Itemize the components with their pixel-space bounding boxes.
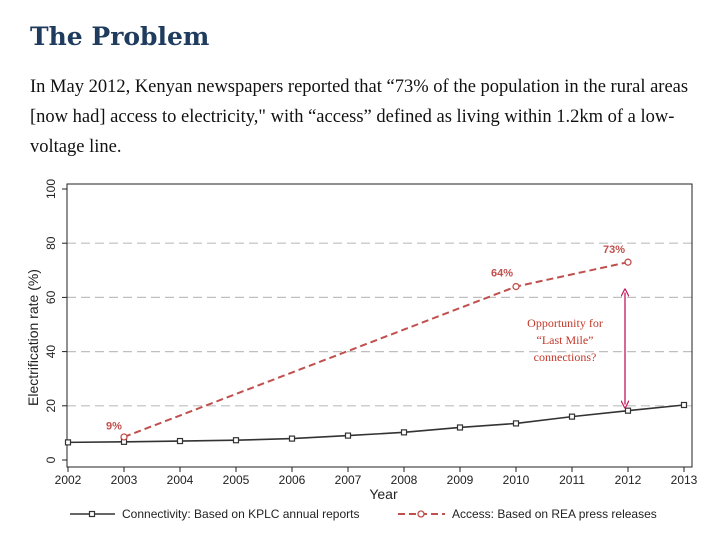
annotation-text: connections? xyxy=(534,350,597,364)
x-tick-label: 2007 xyxy=(335,473,362,487)
x-axis-title: Year xyxy=(369,486,398,502)
connectivity-point xyxy=(512,420,520,427)
connectivity-point xyxy=(624,407,632,414)
x-tick-label: 2011 xyxy=(559,473,585,487)
x-tick-label: 2004 xyxy=(167,473,194,487)
access-point xyxy=(120,433,128,441)
connectivity-line xyxy=(67,404,685,444)
legend-access-marker xyxy=(417,510,425,518)
connectivity-point xyxy=(568,413,576,420)
legend-access-label: Access: Based on REA press releases xyxy=(452,507,657,521)
connectivity-point xyxy=(176,437,184,445)
label-layer: 9% 64% 73% Opportunity for “Last Mile” connec… xyxy=(106,244,625,433)
connectivity-point xyxy=(456,424,464,431)
data-label: 9% xyxy=(106,421,122,433)
connectivity-point xyxy=(344,432,352,439)
y-tick-label: 20 xyxy=(44,399,58,413)
x-tick-label: 2006 xyxy=(279,473,306,487)
x-tick-label: 2013 xyxy=(671,473,698,487)
grid-layer xyxy=(67,242,692,407)
access-point xyxy=(624,258,632,266)
connectivity-point xyxy=(400,429,408,436)
x-tick-label: 2002 xyxy=(55,473,82,487)
slide-body-text: In May 2012, Kenyan newspapers reported … xyxy=(30,77,689,157)
y-tick-label: 80 xyxy=(44,236,58,250)
plot-frame xyxy=(66,183,693,468)
legend-connectivity-marker xyxy=(88,510,96,518)
x-tick-label: 2012 xyxy=(615,473,642,487)
x-tick-label: 2009 xyxy=(447,473,474,487)
plot-area xyxy=(0,172,720,540)
connectivity-point xyxy=(288,435,296,442)
electrification-chart: 0 20 40 60 80 100 2002 2003 2004 2005 2006 2007 2008… xyxy=(0,172,720,540)
slide-title: The Problem xyxy=(30,22,210,51)
annotation-text: Opportunity for xyxy=(527,316,603,330)
data-label: 64% xyxy=(491,268,513,280)
y-tick-label: 60 xyxy=(44,290,58,304)
legend-layer: Connectivity: Based on KPLC annual repor… xyxy=(70,507,657,521)
chart-container: 0 20 40 60 80 100 2002 2003 2004 2005 2006 2007 2008… xyxy=(0,172,720,540)
x-tick-label: 2005 xyxy=(223,473,250,487)
series-layer xyxy=(64,258,688,446)
x-tick-label: 2003 xyxy=(111,473,138,487)
y-tick-label: 0 xyxy=(44,456,58,463)
access-point xyxy=(512,282,520,291)
y-tick-label: 40 xyxy=(44,345,58,359)
y-tick-label: 100 xyxy=(44,179,58,199)
connectivity-point xyxy=(232,437,240,444)
connectivity-point xyxy=(680,401,688,409)
connectivity-point xyxy=(64,439,72,446)
x-tick-label: 2010 xyxy=(503,473,530,487)
data-label: 73% xyxy=(603,244,625,256)
legend-connectivity-label: Connectivity: Based on KPLC annual repor… xyxy=(122,507,359,521)
y-axis-title: Electrification rate (%) xyxy=(25,269,41,406)
annotation-text: “Last Mile” xyxy=(537,333,594,347)
axis-layer: 0 20 40 60 80 100 2002 2003 2004 2005 2006 2007 2008… xyxy=(25,179,698,502)
x-tick-label: 2008 xyxy=(391,473,418,487)
